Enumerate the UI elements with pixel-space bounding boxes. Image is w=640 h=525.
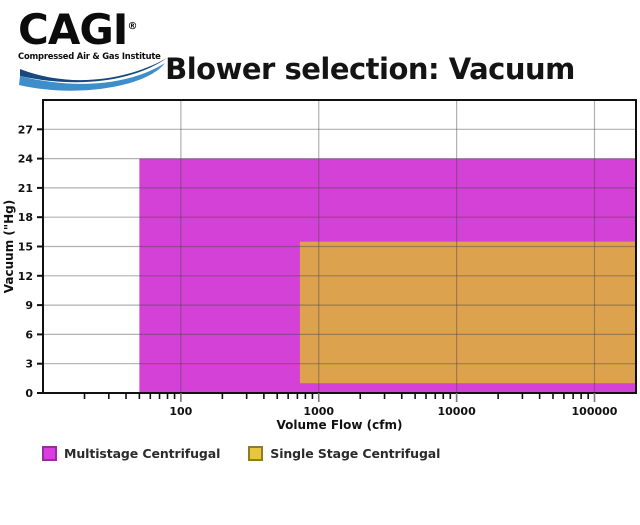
x-tick-label: 10000 [437,405,476,418]
cagi-logo-text: CAGI [18,5,128,54]
legend-label: Multistage Centrifugal [64,446,221,461]
legend-item-single-stage: Single Stage Centrifugal [248,446,440,461]
x-axis-title: Volume Flow (cfm) [277,418,403,432]
logo-swoosh-icon [19,57,167,91]
y-tick-label: 3 [25,358,33,371]
y-tick-label: 27 [18,123,33,136]
selection-chart: 0 3 6 9 12 15 18 21 24 27 100 1000 10000 100000 Volume… [2,99,637,432]
legend-item-multistage: Multistage Centrifugal [42,446,220,461]
cagi-logo: CAGI® Compressed Air & Gas Institute [18,9,174,96]
y-tick-label: 12 [18,270,33,283]
swoosh-light-band [19,62,165,91]
y-tick-label: 18 [18,211,33,224]
x-tick-label: 100 [169,405,192,418]
cagi-logo-tagline: Compressed Air & Gas Institute [18,50,161,61]
y-tick-label: 6 [25,328,33,341]
y-tick-label: 0 [25,387,33,400]
y-tick-label: 15 [18,241,33,254]
legend-label: Single Stage Centrifugal [270,446,441,461]
registered-mark: ® [127,21,138,32]
region-single-stage-centrifugal [299,241,636,384]
x-tick-label: 100000 [572,405,618,418]
y-tick-label: 24 [18,153,34,166]
multistage-swatch-icon [42,446,57,461]
chart-legend: Multistage Centrifugal Single Stage Cent… [42,446,440,461]
y-tick-label: 21 [18,182,33,195]
y-tick-label: 9 [25,299,33,312]
y-axis-title: Vacuum ("Hg) [2,200,16,293]
single-stage-swatch-icon [248,446,264,461]
page-title: Blower selection: Vacuum [165,52,575,86]
x-tick-label: 1000 [303,405,334,418]
cagi-logo-acronym: CAGI® [18,9,174,51]
